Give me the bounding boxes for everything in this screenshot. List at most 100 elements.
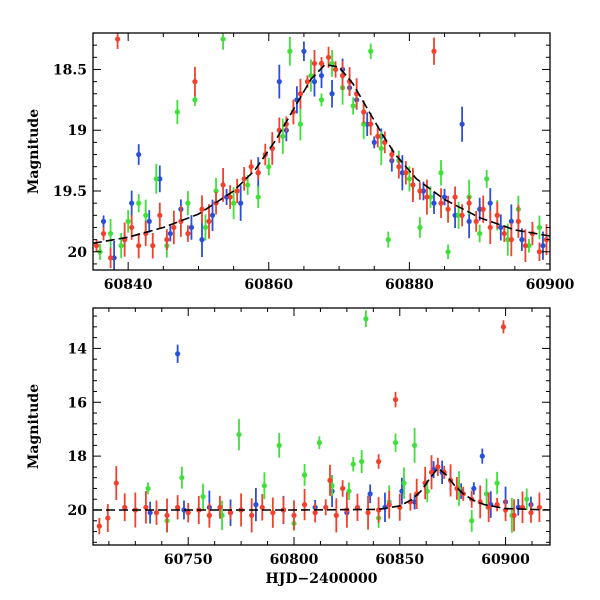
data-point — [438, 200, 444, 206]
data-point — [500, 324, 507, 330]
data-point — [371, 139, 377, 145]
data-point — [96, 523, 102, 529]
data-point — [93, 243, 100, 249]
data-point — [536, 504, 543, 510]
data-point — [147, 510, 153, 516]
data-point — [392, 440, 399, 446]
data-point — [234, 188, 240, 194]
y-tick-label: 20 — [68, 245, 88, 261]
data-point — [199, 237, 205, 243]
data-point — [316, 440, 322, 446]
data-point — [145, 485, 151, 492]
data-point — [536, 224, 543, 231]
data-point — [339, 72, 346, 79]
data-point — [323, 504, 329, 510]
data-point — [291, 512, 297, 518]
data-point — [188, 224, 195, 231]
data-point — [375, 133, 381, 139]
data-point — [363, 316, 369, 322]
data-point — [301, 472, 308, 478]
x-tick-label: 60850 — [375, 552, 424, 568]
data-point — [105, 515, 111, 521]
data-point — [276, 79, 282, 85]
data-point — [206, 512, 212, 518]
plot-area — [93, 33, 550, 270]
data-point — [494, 502, 500, 508]
data-point — [217, 504, 223, 510]
data-point — [477, 230, 483, 237]
data-point — [459, 212, 465, 218]
data-series — [97, 33, 543, 260]
model-curve — [93, 467, 550, 511]
data-point — [329, 91, 335, 97]
x-tick-label: 60840 — [104, 277, 153, 293]
data-point — [122, 504, 128, 510]
data-point — [511, 512, 517, 518]
y-tick-label: 20 — [68, 503, 88, 519]
data-point — [248, 164, 254, 170]
y-tick-label: 14 — [68, 341, 88, 357]
data-point — [213, 188, 219, 194]
data-point — [236, 431, 242, 438]
data-point — [100, 218, 107, 224]
data-point — [209, 212, 216, 218]
data-point — [199, 206, 205, 212]
data-series — [96, 320, 543, 535]
data-point — [508, 237, 514, 243]
data-series — [147, 344, 534, 526]
x-axis-label: HJD−2400000 — [266, 571, 378, 587]
data-point — [359, 458, 365, 465]
data-point — [376, 458, 382, 465]
data-point — [311, 79, 318, 85]
plot-area — [93, 310, 550, 535]
data-point — [508, 218, 514, 224]
data-point — [150, 243, 156, 249]
data-point — [431, 48, 437, 54]
data-point — [361, 121, 367, 127]
data-point — [192, 97, 198, 103]
data-point — [524, 496, 530, 502]
data-point — [417, 224, 423, 231]
data-point — [266, 164, 272, 170]
y-axis-label: Magnitude — [26, 384, 42, 469]
data-point — [494, 480, 500, 486]
data-point — [414, 491, 420, 497]
data-point — [417, 188, 423, 194]
data-point — [466, 218, 472, 224]
data-point — [318, 60, 325, 66]
data-point — [107, 230, 114, 237]
data-point — [100, 230, 107, 237]
data-point — [386, 502, 392, 508]
data-point — [435, 464, 441, 470]
upper-panel: 60840 60860 60880 60900 18.5 19 19.5 20 Magnitud… — [26, 32, 575, 293]
data-point — [515, 218, 521, 224]
data-point — [466, 200, 472, 206]
data-point — [540, 243, 546, 249]
data-point — [365, 510, 371, 516]
data-point — [220, 36, 226, 42]
data-point — [501, 230, 507, 237]
data-point — [376, 507, 382, 513]
plot-frame — [92, 307, 551, 546]
data-point — [143, 212, 149, 218]
data-point — [487, 224, 493, 231]
data-point — [445, 249, 451, 255]
data-point — [113, 480, 119, 486]
data-point — [486, 504, 492, 510]
data-point — [129, 224, 135, 231]
data-point — [327, 477, 333, 483]
y-tick-label: 19 — [68, 123, 87, 139]
data-point — [385, 237, 391, 243]
data-point — [325, 54, 332, 60]
data-point — [249, 512, 255, 518]
data-point — [487, 200, 493, 206]
data-point — [367, 491, 373, 497]
data-point — [220, 182, 226, 188]
data-point — [146, 218, 152, 224]
data-point — [136, 200, 142, 206]
x-tick-label: 60900 — [481, 552, 530, 568]
model-curve — [93, 63, 550, 245]
data-point — [301, 502, 308, 508]
data-point — [431, 200, 437, 206]
